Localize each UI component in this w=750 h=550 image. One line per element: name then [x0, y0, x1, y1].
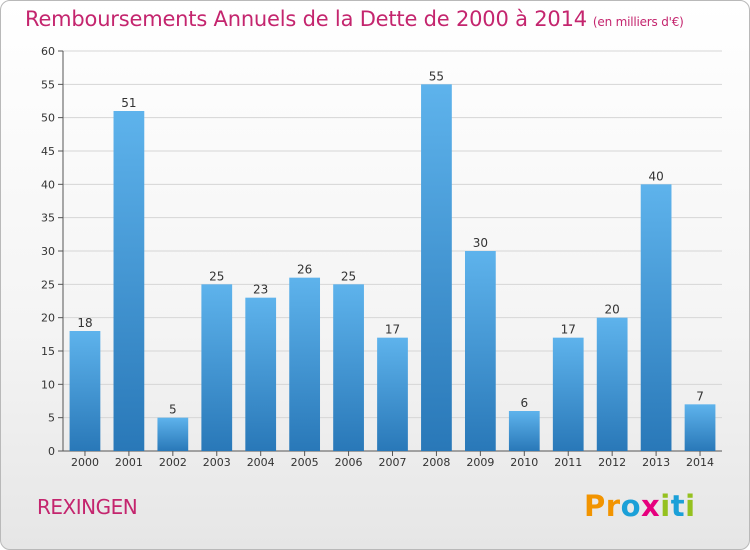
x-tick-label: 2000 [71, 456, 99, 469]
logo-letter: r [605, 489, 621, 523]
y-tick-label: 20 [41, 312, 55, 325]
logo-letter: i [660, 489, 671, 523]
x-tick-label: 2012 [598, 456, 626, 469]
bar-2011 [552, 337, 584, 451]
x-tick-label: 2001 [115, 456, 143, 469]
data-label: 5 [169, 403, 177, 417]
commune-name: REXINGEN [37, 495, 138, 519]
bar-2003 [201, 284, 233, 451]
x-tick-label: 2002 [159, 456, 187, 469]
proxiti-logo: Proxiti [584, 489, 696, 523]
data-label: 18 [77, 316, 92, 330]
y-tick-label: 35 [41, 212, 55, 225]
x-tick-label: 2003 [203, 456, 231, 469]
bar-2000 [69, 331, 101, 451]
bar-2010 [508, 411, 540, 451]
x-tick-label: 2006 [335, 456, 363, 469]
chart-title: Remboursements Annuels de la Dette de 20… [25, 7, 684, 31]
data-label: 26 [297, 263, 312, 277]
bar-2005 [289, 277, 321, 451]
y-tick-label: 55 [41, 78, 55, 91]
logo-letter: o [620, 489, 642, 523]
data-label: 55 [429, 69, 444, 83]
bar-2009 [464, 251, 496, 451]
y-tick-label: 30 [41, 245, 55, 258]
data-label: 51 [121, 96, 136, 110]
x-tick-label: 2007 [379, 456, 407, 469]
x-tick-label: 2009 [466, 456, 494, 469]
data-label: 40 [648, 169, 663, 183]
bar-2008 [421, 84, 452, 451]
data-label: 30 [473, 236, 488, 250]
y-tick-label: 5 [48, 412, 55, 425]
logo-letter: x [641, 489, 661, 523]
y-tick-label: 45 [41, 145, 55, 158]
bar-2013 [640, 184, 672, 452]
data-label: 17 [561, 323, 576, 337]
y-tick-label: 50 [41, 112, 55, 125]
chart-title-text: Remboursements Annuels de la Dette de 20… [25, 7, 587, 31]
bar-2014 [684, 404, 716, 451]
logo-letter: t [670, 489, 686, 523]
x-tick-label: 2005 [291, 456, 319, 469]
y-tick-label: 0 [48, 445, 55, 458]
data-label: 17 [385, 323, 400, 337]
data-label: 25 [209, 269, 224, 283]
y-tick-label: 25 [41, 278, 55, 291]
chart-subtitle: (en milliers d'€) [592, 15, 684, 29]
bar-2006 [333, 284, 364, 451]
data-label: 7 [696, 389, 704, 403]
y-tick-label: 15 [41, 345, 55, 358]
logo-letter: P [584, 489, 606, 523]
data-label: 25 [341, 269, 356, 283]
bar-2001 [113, 111, 145, 451]
x-tick-label: 2004 [247, 456, 275, 469]
data-label: 20 [605, 303, 620, 317]
bar-2007 [377, 337, 408, 451]
y-tick-label: 10 [41, 378, 55, 391]
x-tick-label: 2011 [554, 456, 582, 469]
y-tick-label: 60 [41, 45, 55, 58]
data-label: 6 [520, 396, 528, 410]
bar-2004 [245, 297, 277, 451]
bar-2012 [596, 317, 628, 451]
x-tick-label: 2014 [686, 456, 714, 469]
logo-letter: i [685, 489, 696, 523]
x-tick-label: 2013 [642, 456, 670, 469]
x-tick-label: 2010 [510, 456, 538, 469]
bar-2002 [157, 417, 189, 451]
data-label: 23 [253, 283, 268, 297]
y-tick-label: 40 [41, 178, 55, 191]
x-tick-label: 2008 [422, 456, 450, 469]
